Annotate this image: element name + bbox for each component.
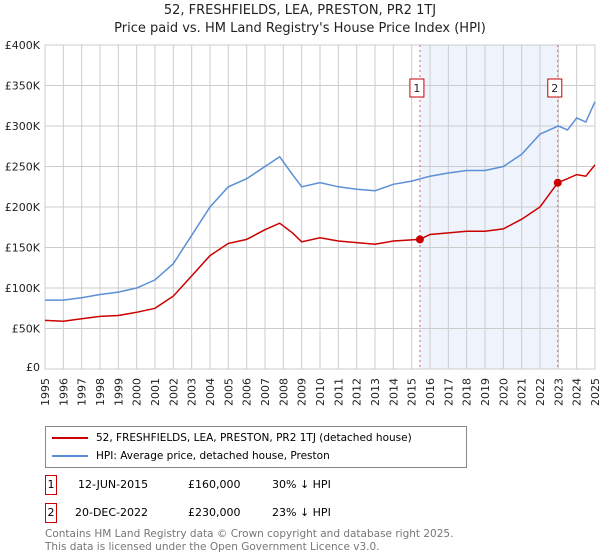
x-tick-label: 2007 [259, 378, 272, 406]
y-tick-label: £100K [5, 282, 41, 295]
chart-title: 52, FRESHFIELDS, LEA, PRESTON, PR2 1TJ [163, 3, 437, 18]
x-tick-label: 2002 [167, 378, 180, 406]
x-tick-label: 2019 [479, 378, 492, 406]
x-tick-label: 2015 [406, 378, 419, 406]
sale-point [415, 235, 424, 244]
hpi-diff: 23% ↓ HPI [272, 506, 331, 519]
marker-badge: 1 [45, 475, 57, 495]
x-tick-label: 2021 [516, 378, 529, 406]
x-tick-label: 2014 [387, 378, 400, 406]
sale-point [553, 178, 562, 187]
sale-marker-box [409, 78, 425, 98]
x-tick-label: 2003 [186, 378, 199, 406]
x-tick-label: 2023 [552, 378, 565, 406]
sale-price: £160,000 [188, 478, 241, 491]
legend-label: HPI: Average price, detached house, Pres… [96, 450, 330, 462]
legend-red-line [52, 437, 88, 439]
hpi-diff: 30% ↓ HPI [272, 478, 331, 491]
footer-line: Contains HM Land Registry data © Crown c… [45, 528, 454, 540]
x-tick-label: 1999 [112, 378, 125, 406]
x-tick-label: 2005 [222, 378, 235, 406]
x-tick-label: 2024 [571, 378, 584, 406]
x-tick-label: 1995 [39, 378, 52, 406]
x-tick-label: 2012 [351, 378, 364, 406]
x-tick-label: 2018 [461, 378, 474, 406]
sale-date: 20-DEC-2022 [75, 506, 149, 519]
price-paid-line [44, 164, 596, 322]
chart: 1995 1996 1997 1998 1999 2000 2001 2002 2003 2004… [5, 39, 600, 406]
legend-blue-line [52, 455, 88, 457]
y-tick-label: £300K [5, 120, 41, 133]
x-tick-label: 2020 [497, 378, 510, 406]
legend-label: 52, FRESHFIELDS, LEA, PRESTON, PR2 1TJ (… [96, 432, 412, 444]
x-tick-label: 2008 [277, 378, 290, 406]
legend: 52, FRESHFIELDS, LEA, PRESTON, PR2 1TJ (… [45, 426, 467, 468]
y-tick-label: £0 [26, 361, 40, 374]
marker-badge: 2 [45, 503, 57, 523]
x-tick-label: 2011 [332, 378, 345, 406]
sale-marker-box [547, 78, 563, 98]
y-tick-label: £250K [5, 161, 41, 174]
x-tick-label: 2022 [534, 378, 547, 406]
x-tick-label: 1997 [76, 378, 89, 406]
footer: Contains HM Land Registry data © Crown c… [45, 528, 453, 554]
y-tick-label: £200K [5, 201, 41, 214]
sale-date: 12-JUN-2015 [78, 478, 149, 491]
y-tick-label: £400K [5, 39, 41, 52]
x-tick-label: 2010 [314, 378, 327, 406]
x-tick-label: 2025 [589, 378, 600, 406]
x-tick-label: 2009 [296, 378, 309, 406]
sale-marker-label: 2 [551, 82, 558, 95]
x-tick-label: 2001 [149, 378, 162, 406]
x-tick-label: 1998 [94, 378, 107, 406]
x-tick-label: 2000 [131, 378, 144, 406]
y-tick-label: £50K [12, 323, 41, 336]
chart-subtitle: Price paid vs. HM Land Registry's House … [114, 21, 486, 36]
x-tick-label: 2004 [204, 378, 217, 406]
x-tick-label: 2016 [424, 378, 437, 406]
y-tick-label: £150K [5, 242, 41, 255]
x-tick-label: 2017 [442, 378, 455, 406]
x-tick-label: 2006 [241, 378, 254, 406]
sale-price: £230,000 [188, 506, 241, 519]
x-tick-label: 2013 [369, 378, 382, 406]
sale-marker-label: 1 [413, 82, 420, 95]
hpi-line [45, 101, 596, 301]
x-tick-label: 1996 [57, 378, 70, 406]
y-tick-label: £350K [5, 80, 41, 93]
footer-line: This data is licensed under the Open Gov… [45, 541, 380, 553]
